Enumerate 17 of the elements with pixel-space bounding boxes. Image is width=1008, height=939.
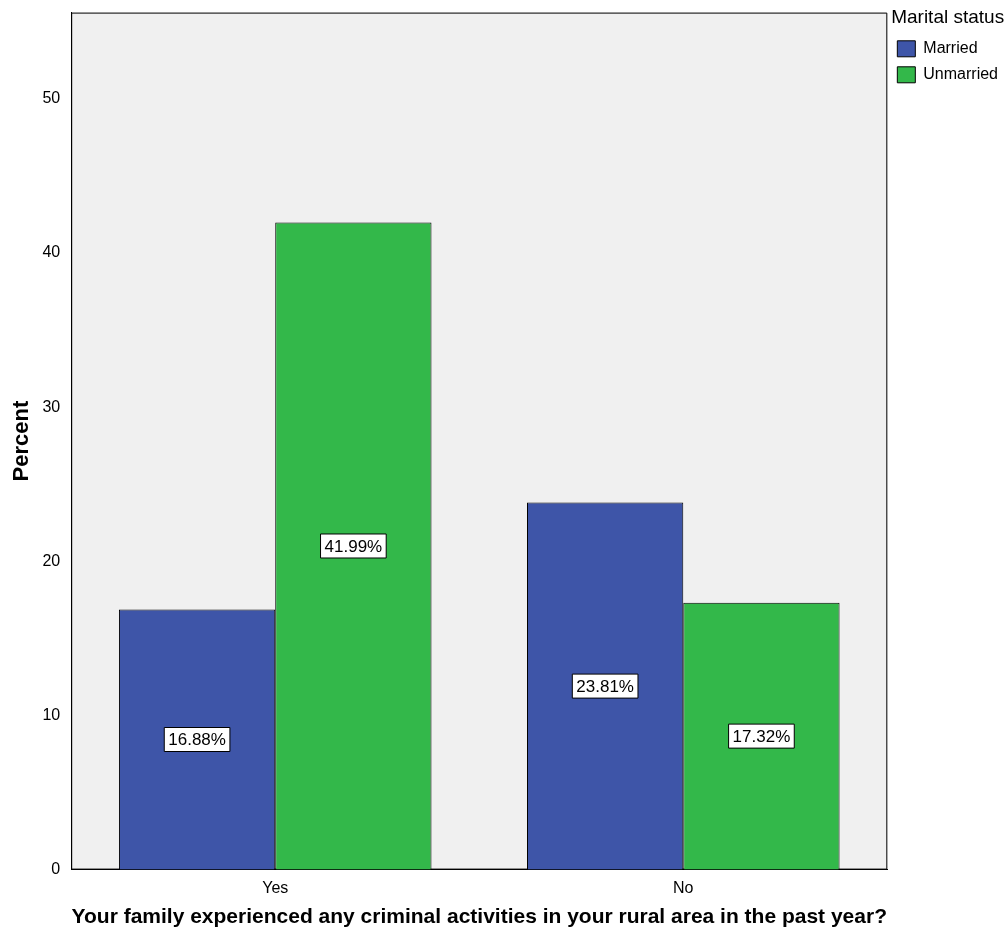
y-tick-label: 50 [42, 89, 61, 107]
legend-label: Unmarried [923, 65, 998, 83]
x-axis-title: Your family experienced any criminal activities in your rural area in the past year? [71, 904, 887, 928]
data-label: 17.32% [732, 726, 791, 746]
legend-title: Marital status [891, 5, 1005, 27]
y-tick-label: 0 [51, 860, 61, 878]
data-label: 16.88% [168, 730, 226, 750]
y-tick-label: 40 [42, 243, 61, 261]
y-axis-title: Percent [8, 400, 34, 482]
data-label: 41.99% [324, 536, 383, 556]
data-label: 23.81% [576, 676, 634, 696]
legend-label: Married [923, 39, 978, 57]
y-tick-label: 30 [42, 397, 61, 415]
x-tick-label: Yes [262, 878, 289, 896]
x-tick-label: No [673, 878, 694, 896]
y-tick-label: 10 [42, 705, 61, 723]
y-tick-label: 20 [42, 551, 61, 569]
